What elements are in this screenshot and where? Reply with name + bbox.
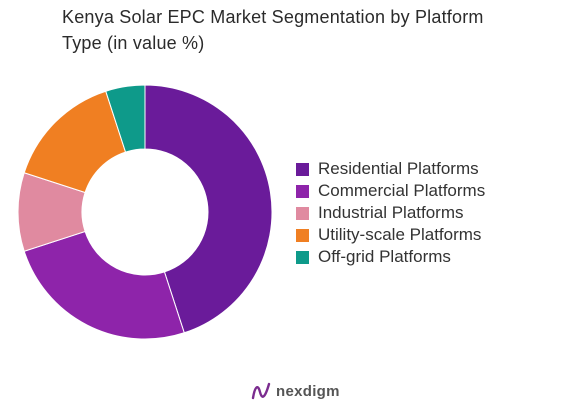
chart-title: Kenya Solar EPC Market Segmentation by P… <box>62 4 542 56</box>
brand-footer: nexdigm <box>250 380 340 402</box>
legend-swatch <box>296 228 309 242</box>
chart-title-line-2: Type (in value %) <box>62 33 205 53</box>
legend-item: Off-grid Platforms <box>296 246 485 268</box>
donut-slice-residential-platforms <box>144 84 273 334</box>
legend-swatch <box>296 162 309 176</box>
legend-item: Residential Platforms <box>296 158 485 180</box>
legend-item: Utility-scale Platforms <box>296 224 485 246</box>
legend-item: Industrial Platforms <box>296 202 485 224</box>
nexdigm-logo-icon <box>251 382 271 400</box>
chart-legend: Residential Platforms Commercial Platform… <box>296 158 485 268</box>
donut-slice-off-grid-platforms <box>105 84 146 153</box>
legend-label: Off-grid Platforms <box>318 247 451 266</box>
legend-label: Commercial Platforms <box>318 181 486 200</box>
legend-label: Utility-scale Platforms <box>318 225 482 244</box>
legend-swatch <box>296 250 309 264</box>
donut-slice-commercial-platforms <box>23 230 185 340</box>
chart-title-line-1: Kenya Solar EPC Market Segmentation by P… <box>62 7 484 27</box>
legend-label: Residential Platforms <box>318 159 479 178</box>
legend-swatch <box>296 206 309 220</box>
legend-label: Industrial Platforms <box>318 203 464 222</box>
legend-item: Commercial Platforms <box>296 180 485 202</box>
brand-name: nexdigm <box>276 382 340 400</box>
legend-swatch <box>296 184 309 198</box>
